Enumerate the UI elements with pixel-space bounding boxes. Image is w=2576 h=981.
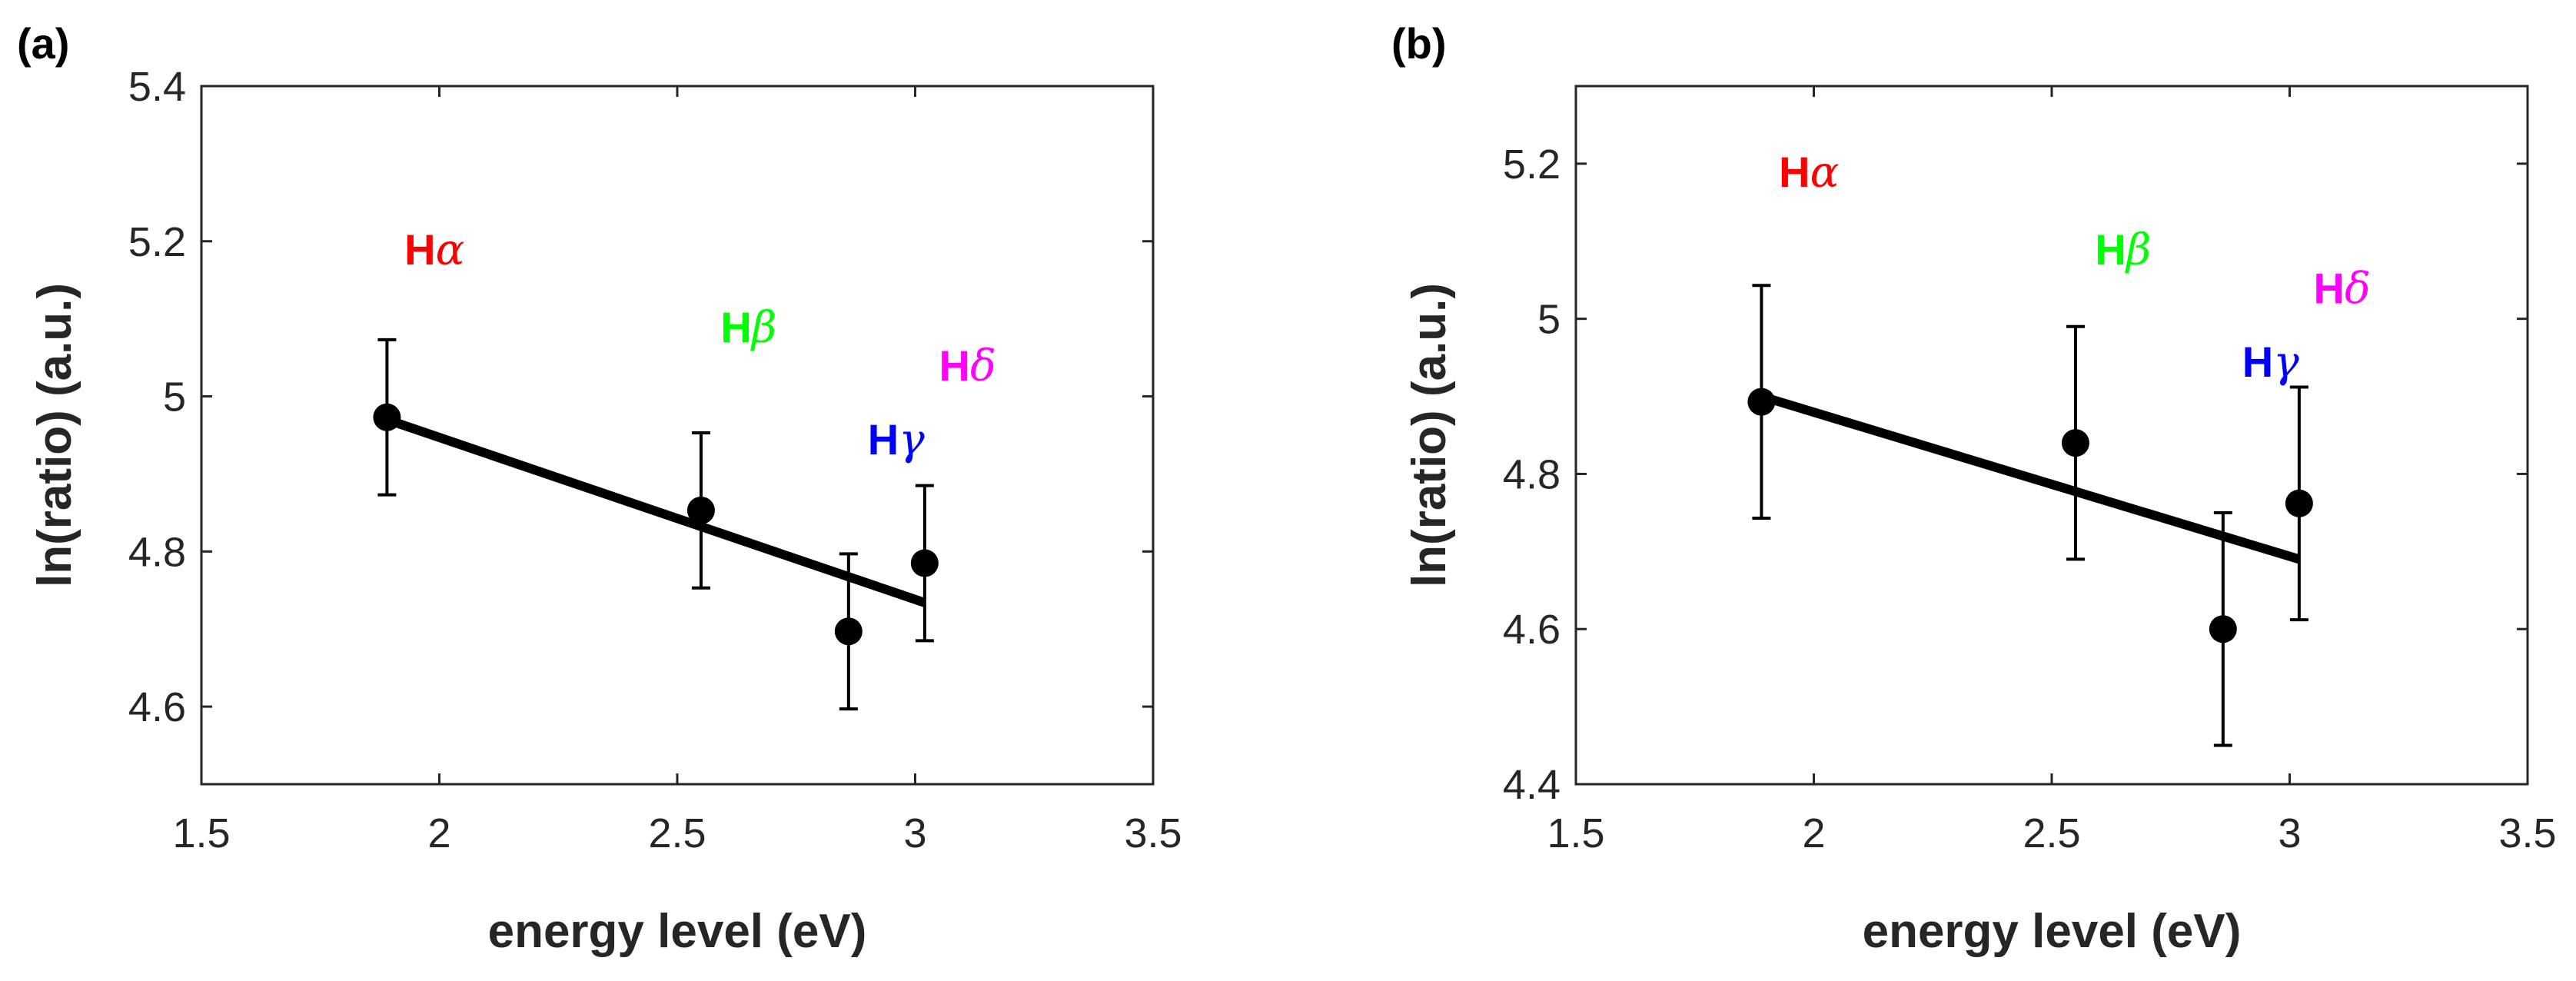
y-tick-label: 5.4: [128, 64, 186, 110]
data-point: [373, 403, 401, 431]
annotation-prefix: H: [2314, 264, 2345, 312]
annotation-label: Hβ: [720, 303, 776, 353]
data-point: [910, 549, 939, 577]
x-tick-label: 3: [2278, 810, 2301, 856]
x-tick-label: 2: [427, 810, 450, 856]
x-tick-label: 2: [1802, 810, 1825, 856]
y-tick-label: 4.6: [128, 684, 186, 730]
annotation-label: Hδ: [939, 341, 996, 391]
annotation-greek: δ: [2345, 264, 2371, 314]
annotation-label: Hγ: [868, 415, 925, 465]
x-tick-label: 3: [903, 810, 926, 856]
y-tick-label: 5: [1537, 297, 1561, 343]
annotation-prefix: H: [939, 341, 970, 390]
data-point: [2209, 615, 2237, 643]
annotation-prefix: H: [720, 303, 751, 351]
axes-box: [200, 85, 1155, 786]
data-point: [2061, 429, 2089, 457]
panel-label: (a): [17, 19, 69, 68]
annotation-prefix: H: [868, 415, 899, 464]
x-tick-label: 2.5: [648, 810, 706, 856]
annotation-greek: δ: [970, 341, 996, 391]
fit-line: [1760, 391, 2301, 564]
axes-box: [1574, 85, 2529, 786]
annotation-label: Hδ: [2314, 264, 2371, 314]
annotation-label: Hβ: [2095, 225, 2151, 275]
data-point: [2285, 489, 2313, 517]
x-axis-label: energy level (eV): [1863, 905, 2242, 958]
annotation-greek: β: [750, 303, 776, 353]
y-tick-label: 5.2: [1503, 141, 1561, 188]
annotation-label: Hα: [1779, 148, 1839, 198]
y-tick-label: 5.2: [128, 219, 186, 265]
data-point: [1747, 387, 1776, 416]
data-point: [686, 496, 715, 524]
y-tick-label: 5: [163, 374, 186, 421]
x-tick-label: 3.5: [2498, 810, 2556, 856]
annotation-label: Hγ: [2242, 338, 2299, 387]
y-tick-label: 4.8: [1503, 451, 1561, 497]
x-tick-label: 3.5: [1124, 810, 1182, 856]
x-axis-label: energy level (eV): [488, 905, 867, 958]
y-tick-label: 4.4: [1503, 762, 1561, 808]
x-tick-label: 1.5: [172, 810, 230, 856]
y-tick-label: 4.6: [1503, 607, 1561, 653]
annotation-prefix: H: [2095, 225, 2126, 274]
y-axis-label: ln(ratio) (a.u.): [1403, 283, 1456, 587]
annotation-prefix: H: [1779, 148, 1810, 196]
fit-line: [385, 415, 926, 607]
x-tick-label: 2.5: [2023, 810, 2080, 856]
annotation-greek: α: [436, 225, 465, 275]
panel-b: (b) 1.5 2 2.5 3 3.5 4.4 4.6 4.8 5 5.2 energy level …: [1391, 19, 2557, 958]
annotation-label: Hα: [404, 225, 464, 275]
annotation-greek: γ: [899, 415, 925, 465]
y-axis-label: ln(ratio) (a.u.): [28, 283, 81, 587]
data-point: [834, 617, 863, 646]
annotation-greek: α: [1810, 148, 1840, 198]
panel-a: (a) 1.5 2 2.5 3 3.5 4.6 4.8 5 5.2 5.4 energy level …: [17, 19, 1182, 958]
annotation-greek: β: [2125, 225, 2151, 275]
annotation-prefix: H: [404, 225, 435, 274]
annotation-prefix: H: [2242, 338, 2273, 386]
y-tick-label: 4.8: [128, 529, 186, 575]
panel-label: (b): [1391, 19, 1447, 68]
annotation-greek: γ: [2273, 338, 2299, 387]
x-tick-label: 1.5: [1547, 810, 1604, 856]
